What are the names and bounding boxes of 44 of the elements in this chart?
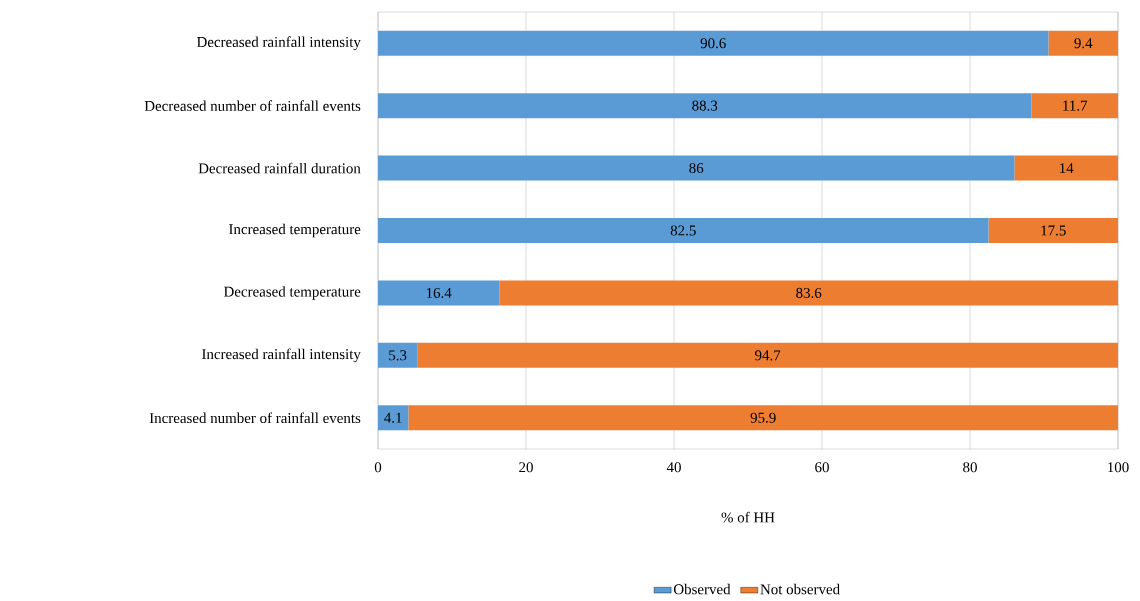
data-label: 14 — [1060, 163, 1074, 173]
x-tick-label: 80 — [963, 462, 977, 473]
y-tick-label: Decreased number of rainfall events — [144, 100, 361, 111]
x-tick-label: 0 — [374, 462, 382, 473]
y-tick-label: Increased rainfall intensity — [202, 348, 361, 363]
data-label: 90.6 — [700, 38, 726, 49]
y-tick-label: Decreased temperature — [223, 286, 361, 300]
data-label: 5.3 — [389, 350, 407, 361]
bar — [417, 342, 1119, 368]
bar — [378, 30, 1049, 56]
y-tick-label: Increased number of rainfall events — [149, 412, 361, 424]
bar — [378, 342, 418, 368]
bar — [988, 218, 1119, 243]
x-tick-label: 60 — [815, 462, 829, 473]
x-axis-title: % of HH — [721, 511, 775, 523]
y-tick-label: Increased temperature — [229, 223, 361, 238]
bar — [378, 405, 409, 431]
data-label: 16.4 — [426, 287, 452, 298]
bar — [499, 280, 1119, 306]
data-label: 82.5 — [670, 225, 696, 236]
bar — [408, 405, 1119, 431]
bar — [378, 280, 500, 306]
data-label: 4.1 — [384, 412, 402, 423]
legend-label: Observed — [673, 583, 731, 595]
data-label: 86 — [689, 163, 704, 174]
bar — [378, 93, 1032, 119]
data-label: 95.9 — [750, 412, 776, 423]
y-tick-label: Decreased rainfall intensity — [196, 36, 361, 51]
bar — [378, 155, 1015, 181]
x-tick-label: 40 — [666, 462, 681, 473]
data-label: 17.5 — [1041, 225, 1066, 236]
data-label: 9.4 — [1074, 38, 1093, 49]
data-label: 94.7 — [755, 350, 781, 361]
data-label: 11.7 — [1063, 100, 1088, 111]
x-tick-label: 20 — [519, 462, 533, 473]
legend-label: Not observed — [760, 583, 840, 595]
bar — [378, 218, 989, 243]
bar — [1014, 155, 1119, 181]
bar — [1031, 93, 1119, 119]
data-label: 88.3 — [692, 100, 718, 111]
bar — [1048, 30, 1119, 56]
y-tick-label: Decreased rainfall duration — [198, 162, 361, 174]
data-label: 83.6 — [796, 287, 822, 299]
x-tick-label: 100 — [1108, 462, 1129, 473]
